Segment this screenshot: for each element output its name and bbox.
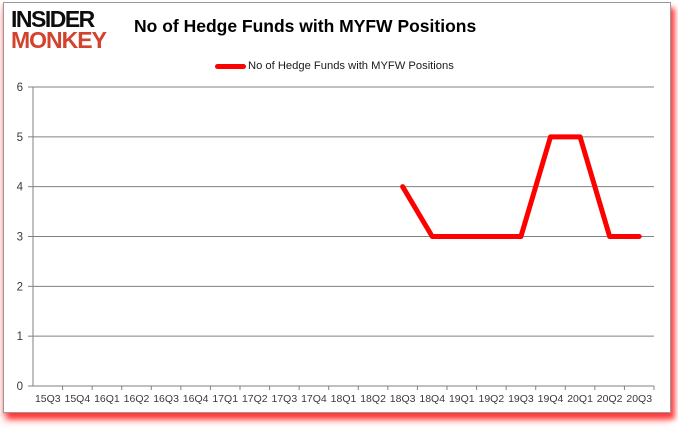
x-tick-label: 17Q4 bbox=[301, 393, 327, 405]
x-tick-label: 18Q1 bbox=[331, 393, 357, 405]
y-tick-label: 4 bbox=[17, 182, 24, 194]
chart-title: No of Hedge Funds with MYFW Positions bbox=[134, 16, 477, 36]
x-tick-label: 19Q1 bbox=[449, 393, 475, 405]
x-tick-label: 16Q2 bbox=[124, 393, 150, 405]
y-tick-label: 3 bbox=[17, 232, 23, 244]
legend-label: No of Hedge Funds with MYFW Positions bbox=[248, 60, 454, 72]
logo-monkey-text: MONKEY bbox=[11, 27, 107, 54]
x-tick-label: 17Q3 bbox=[272, 393, 298, 405]
x-tick-label: 20Q3 bbox=[626, 393, 652, 405]
insider-monkey-logo: INSIDER MONKEY bbox=[11, 5, 107, 54]
x-tick-label: 16Q4 bbox=[183, 393, 209, 405]
line-chart-plot: 0 1 2 3 4 5 6 15Q3 15Q4 16Q1 16Q2 16Q3 16Q4 17Q1 17Q2 1… bbox=[17, 82, 655, 405]
y-tick-label: 6 bbox=[17, 82, 23, 94]
y-tick-label: 5 bbox=[17, 132, 23, 144]
x-tick-label: 18Q3 bbox=[390, 393, 416, 405]
y-tick-label: 2 bbox=[17, 281, 23, 293]
data-series-line bbox=[400, 134, 642, 239]
y-tick-label: 0 bbox=[17, 381, 23, 393]
x-tick-label: 15Q4 bbox=[65, 393, 91, 405]
legend-line-swatch bbox=[215, 63, 246, 69]
x-tick-label: 19Q4 bbox=[538, 393, 564, 405]
logo-insider-text: INSIDER bbox=[11, 5, 95, 33]
x-tick-label: 18Q2 bbox=[360, 393, 386, 405]
x-tick-label: 16Q3 bbox=[153, 393, 179, 405]
x-tick-label: 20Q1 bbox=[567, 393, 593, 405]
x-tick-label: 18Q4 bbox=[419, 393, 445, 405]
x-tick-label: 17Q1 bbox=[212, 393, 238, 405]
legend: No of Hedge Funds with MYFW Positions bbox=[215, 60, 454, 72]
x-tick-label: 19Q3 bbox=[508, 393, 534, 405]
x-tick-label: 19Q2 bbox=[479, 393, 505, 405]
y-tick-label: 1 bbox=[17, 331, 23, 343]
x-tick-label: 15Q3 bbox=[35, 393, 61, 405]
x-tick-label: 17Q2 bbox=[242, 393, 268, 405]
chart-frame: INSIDER MONKEY No of Hedge Funds with MY… bbox=[3, 2, 671, 413]
x-tick-label: 16Q1 bbox=[94, 393, 120, 405]
x-tick-label: 20Q2 bbox=[597, 393, 623, 405]
